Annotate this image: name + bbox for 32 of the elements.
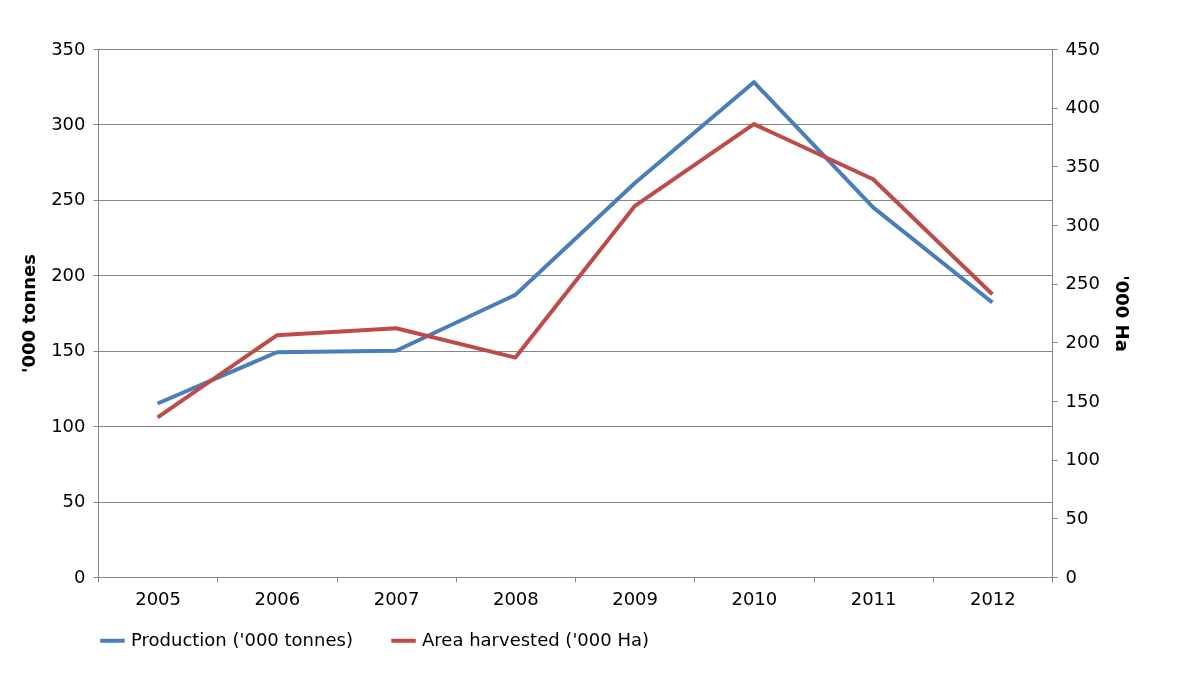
x-tick-label: 2008 xyxy=(492,587,539,609)
x-tick-label: 2009 xyxy=(612,587,659,609)
x-tick-label: 2010 xyxy=(731,587,778,609)
y-axis-title: '000 tonnes xyxy=(18,254,40,373)
y-tick-label: 50 xyxy=(62,490,86,512)
y2-tick-label: 0 xyxy=(1065,565,1077,587)
y2-tick-label: 100 xyxy=(1065,448,1100,470)
y2-tick-label: 150 xyxy=(1065,389,1100,411)
y-tick-label: 350 xyxy=(51,37,86,59)
line-series xyxy=(155,122,995,420)
y2-tick-label: 300 xyxy=(1065,213,1100,235)
x-tick-label: 2011 xyxy=(850,587,897,609)
y-tick-label: 0 xyxy=(74,565,86,587)
y-tick-label: 300 xyxy=(51,112,86,134)
y2-tick-label: 250 xyxy=(1065,272,1100,294)
x-tick-label: 2006 xyxy=(254,587,301,609)
legend-label: Production ('000 tonnes) xyxy=(131,628,353,650)
y2-tick-label: 450 xyxy=(1065,37,1100,59)
y2-tick-label: 200 xyxy=(1065,330,1100,352)
y2-tick-label: 350 xyxy=(1065,154,1100,176)
y-tick-label: 250 xyxy=(51,188,86,210)
y-tick-label: 200 xyxy=(51,263,86,285)
x-tick-label: 2012 xyxy=(969,587,1016,609)
y2-tick-label: 400 xyxy=(1065,96,1100,118)
y2-axis-title: '000 Ha xyxy=(1111,275,1133,352)
x-tick-label: 2005 xyxy=(135,587,182,609)
legend-label: Area harvested ('000 Ha) xyxy=(422,628,650,650)
line-series xyxy=(155,80,995,406)
y-tick-label: 100 xyxy=(51,414,86,436)
x-tick-label: 2007 xyxy=(373,587,420,609)
y2-tick-label: 50 xyxy=(1065,506,1089,528)
y-tick-label: 150 xyxy=(51,339,86,361)
